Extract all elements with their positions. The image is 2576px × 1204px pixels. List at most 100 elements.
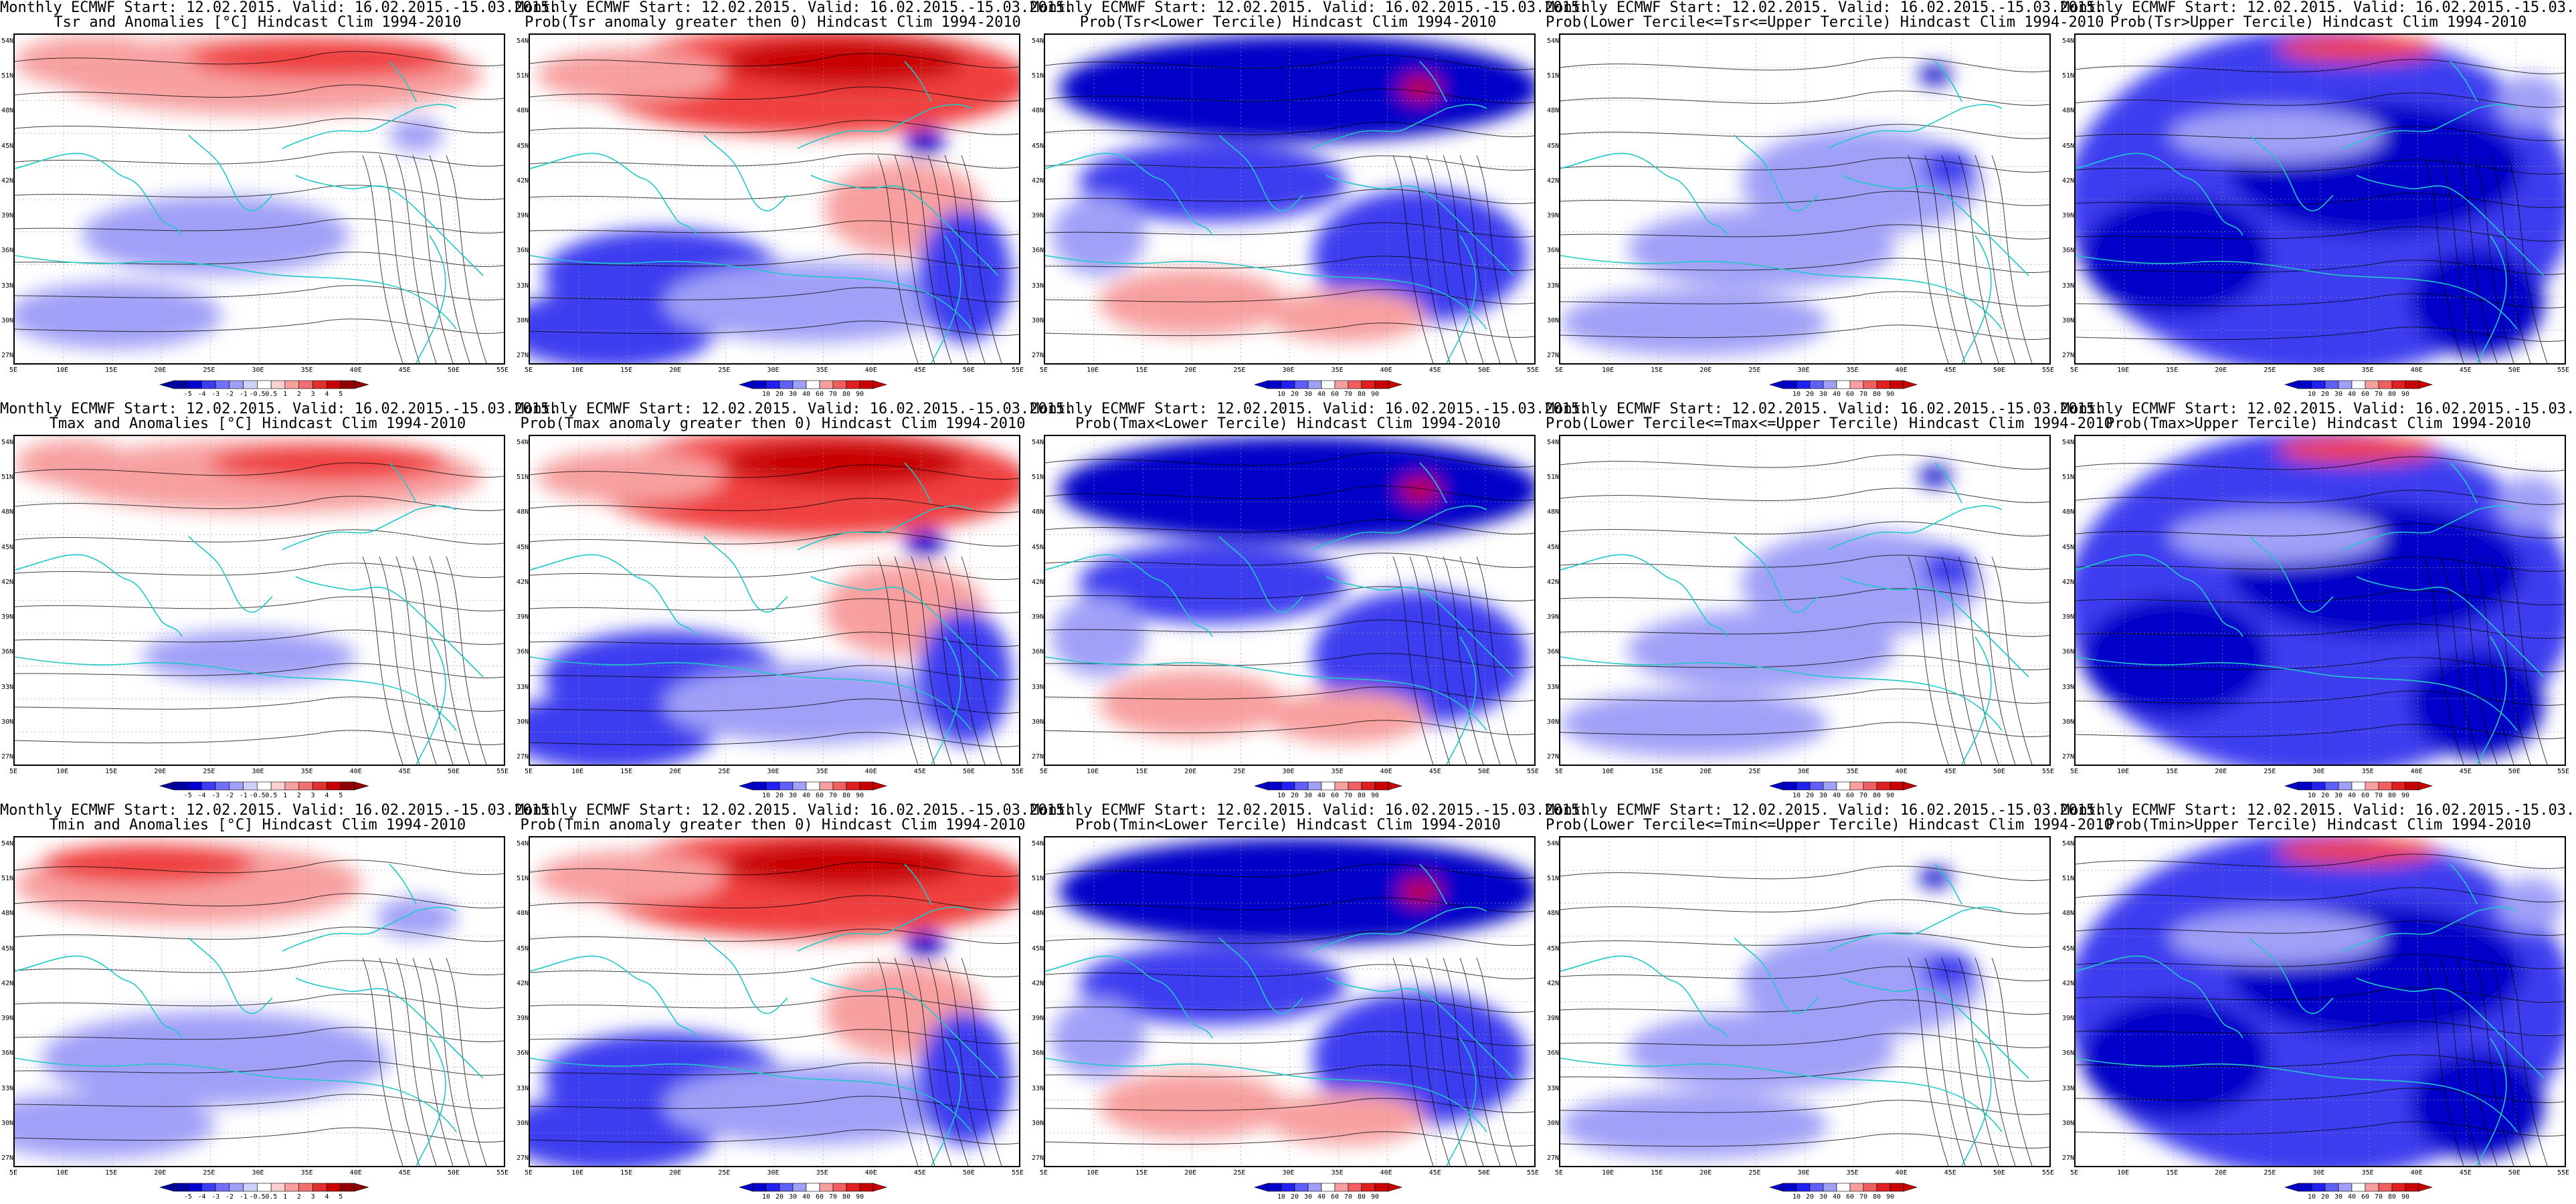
latitude-label: 48N [1031, 508, 1044, 516]
color-scale-bar [1253, 380, 1403, 389]
field-map [2076, 436, 2565, 765]
map-area [1559, 33, 2051, 365]
map-area [1044, 836, 1536, 1167]
latitude-label: 54N [1031, 439, 1044, 446]
shaded-region [41, 1011, 389, 1105]
scale-swatch [173, 1183, 189, 1192]
scale-swatch [284, 380, 300, 389]
scale-swatch [1876, 380, 1891, 389]
scale-swatch [2298, 1183, 2312, 1192]
scale-swatch [2324, 380, 2339, 389]
scale-swatch [1796, 380, 1811, 389]
scale-arrow-high [2418, 1183, 2433, 1192]
latitude-label: 33N [516, 282, 529, 290]
scale-label: 90 [2401, 391, 2410, 398]
scale-label: 70 [828, 1193, 838, 1201]
latitude-label: 42N [2061, 979, 2074, 987]
color-scale-labels: 10 20 30 40 60 70 80 90 [2298, 792, 2419, 801]
latitude-label: 42N [2061, 578, 2074, 586]
latitude-label: 39N [516, 613, 529, 621]
panel-title-line-1: Monthly ECMWF Start: 12.02.2015. Valid: … [1030, 401, 1589, 417]
longitude-label: 30E [1797, 367, 1810, 374]
scale-swatch [765, 781, 780, 791]
shaded-region [2410, 249, 2544, 356]
longitude-label: 15E [1135, 1169, 1148, 1177]
scale-swatch [298, 781, 313, 791]
color-scale-labels: -5 -4 -3 -2 -1 -0.5 0.5 1 2 3 4 5 [174, 1193, 355, 1203]
latitude-label: 39N [1, 1015, 13, 1023]
longitude-label: 20E [1184, 768, 1197, 775]
coastline [1045, 61, 1514, 363]
scale-label: 0.5 [265, 792, 278, 799]
scale-arrow-low [2284, 1183, 2299, 1192]
latitude-label: 39N [1546, 613, 1559, 621]
scale-label: -3 [211, 391, 220, 398]
scale-swatch [2324, 1183, 2339, 1192]
longitude-label: 30E [252, 1169, 264, 1177]
longitude-label: 15E [1651, 1169, 1663, 1177]
panel-title-line-2: Prob(Tmin>Upper Tercile) Hindcast Clim 1… [2106, 817, 2531, 833]
scale-arrow-high [1903, 781, 1918, 791]
longitude-label: 5E [1554, 1169, 1564, 1177]
scale-label: 20 [1805, 391, 1815, 398]
coastline [1045, 864, 1514, 1166]
scale-label: -1 [239, 792, 248, 799]
scale-swatch [2298, 380, 2312, 389]
field-map [15, 436, 504, 765]
latitude-label: 30N [516, 718, 529, 726]
scale-label: 70 [2374, 792, 2383, 799]
latitude-label: 27N [1546, 352, 1559, 359]
scale-swatch [819, 380, 834, 389]
latitude-label: 42N [1031, 578, 1044, 586]
scale-swatch [271, 1183, 286, 1192]
longitude-label: 10E [2117, 1169, 2130, 1177]
shaded-field [1052, 35, 1534, 342]
scale-swatch [1348, 380, 1362, 389]
shaded-region [724, 841, 965, 888]
latitude-label: 33N [1546, 282, 1559, 290]
color-scale-bar [1768, 781, 1918, 791]
map-panel-9: Monthly ECMWF Start: 12.02.2015. Valid: … [1546, 401, 2113, 803]
scale-swatch [2391, 781, 2406, 791]
latitude-label: 45N [1031, 944, 1044, 952]
latitude-label: 27N [2061, 1155, 2074, 1162]
latitude-label: 54N [2061, 37, 2074, 45]
longitude-label: 25E [1748, 367, 1761, 374]
longitude-label: 30E [767, 367, 779, 374]
longitude-label: 55E [496, 768, 509, 775]
climatology-contours [2076, 456, 2565, 765]
panel-title-line-2: Prob(Lower Tercile<=Tmin<=Upper Tercile)… [1546, 817, 2113, 833]
latitude-label: 27N [2061, 352, 2074, 359]
scale-label: 40 [2347, 792, 2357, 799]
scale-swatch [2378, 1183, 2393, 1192]
longitude-label: 20E [1184, 1169, 1197, 1177]
scale-label: 1 [283, 391, 288, 398]
color-scale-bar [2284, 1183, 2433, 1192]
latitude-label: 33N [2061, 683, 2074, 691]
scale-label: 80 [2387, 1193, 2397, 1201]
latitude-label: 30N [516, 316, 529, 324]
longitude-labels: 5E 10E 15E 20E 25E 30E 35E 40E 45E 50E 55E [2070, 1169, 2569, 1179]
scale-label: 20 [775, 391, 784, 398]
shaded-region [1400, 76, 1440, 100]
climatology-contours [1045, 55, 1534, 363]
scale-swatch [298, 1183, 313, 1192]
scale-arrow-low [1253, 1183, 1269, 1192]
latitude-label: 36N [1031, 247, 1044, 255]
scale-label: 20 [775, 1193, 784, 1201]
latitude-label: 27N [1, 1155, 13, 1162]
shaded-region [82, 195, 349, 276]
scale-label: 30 [2334, 792, 2343, 799]
panel-title-line-1: Monthly ECMWF Start: 12.02.2015. Valid: … [515, 0, 1074, 16]
latitude-label: 36N [516, 247, 529, 255]
latitude-label: 51N [516, 474, 529, 482]
scale-label: 80 [1357, 1193, 1366, 1201]
scale-label: 5 [339, 792, 343, 799]
scale-swatch [327, 781, 341, 791]
longitude-label: 15E [105, 1169, 118, 1177]
scale-label: -1 [239, 391, 248, 398]
shaded-region [1059, 837, 1534, 944]
climatology-contours [1560, 454, 2049, 765]
longitude-label: 45E [398, 367, 411, 374]
shaded-region [1052, 597, 1145, 677]
